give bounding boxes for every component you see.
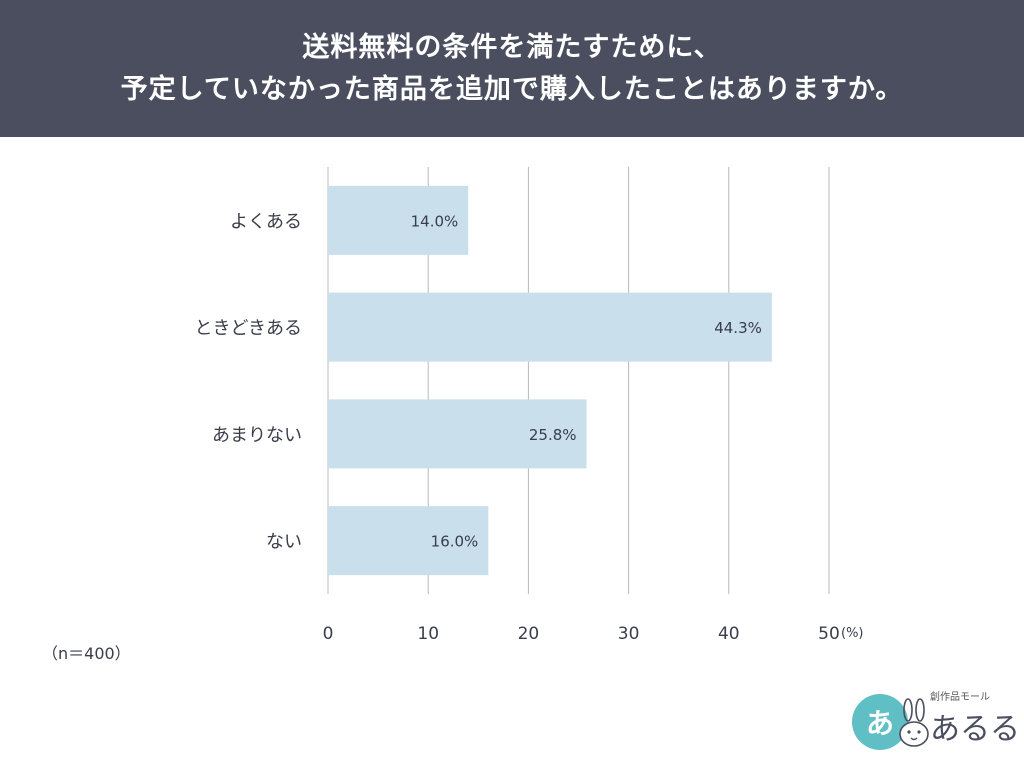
bar-chart: 0 10 20 30 40 50 (%) よくある 14.0% ときどきある 44.3% あまりない 2…: [195, 167, 864, 644]
logo-name: あるる: [930, 712, 1020, 747]
bar-1: [328, 185, 469, 255]
category-label-2: ときどきある: [195, 318, 302, 339]
value-label-4: 16.0%: [431, 533, 479, 551]
chart-title-line-2: 予定していなかった商品を追加で購入したことはありますか。: [120, 73, 904, 105]
x-tick-label-50: 50: [818, 624, 840, 644]
x-tick-label-0: 0: [323, 624, 334, 644]
value-label-3: 25.8%: [529, 426, 577, 444]
sample-size-label: （n＝400）: [42, 644, 131, 663]
bar-4: [328, 506, 489, 576]
logo-tagline: 創作品モール: [930, 692, 990, 703]
rabbit-icon: [899, 698, 929, 747]
bar-2: [328, 292, 772, 362]
chart-header: 送料無料の条件を満たすために、 予定していなかった商品を追加で購入したことはあり…: [0, 0, 1024, 137]
brand-logo: あ 創作品モール あるる: [852, 688, 1020, 756]
category-label-3: あまりない: [212, 425, 302, 446]
x-tick-label-40: 40: [718, 624, 740, 644]
category-label-1: よくある: [230, 211, 302, 232]
chart-title-line-1: 送料無料の条件を満たすために、: [302, 31, 722, 63]
category-label-4: ない: [266, 532, 302, 553]
value-label-1: 14.0%: [411, 212, 459, 230]
value-label-2: 44.3%: [714, 319, 762, 337]
bar-3: [328, 399, 587, 469]
x-axis-unit: (%): [841, 626, 864, 641]
x-tick-label-30: 30: [618, 624, 640, 644]
logo-circle: あ: [852, 694, 908, 750]
x-tick-label-20: 20: [518, 624, 540, 644]
x-tick-label-10: 10: [417, 624, 439, 644]
